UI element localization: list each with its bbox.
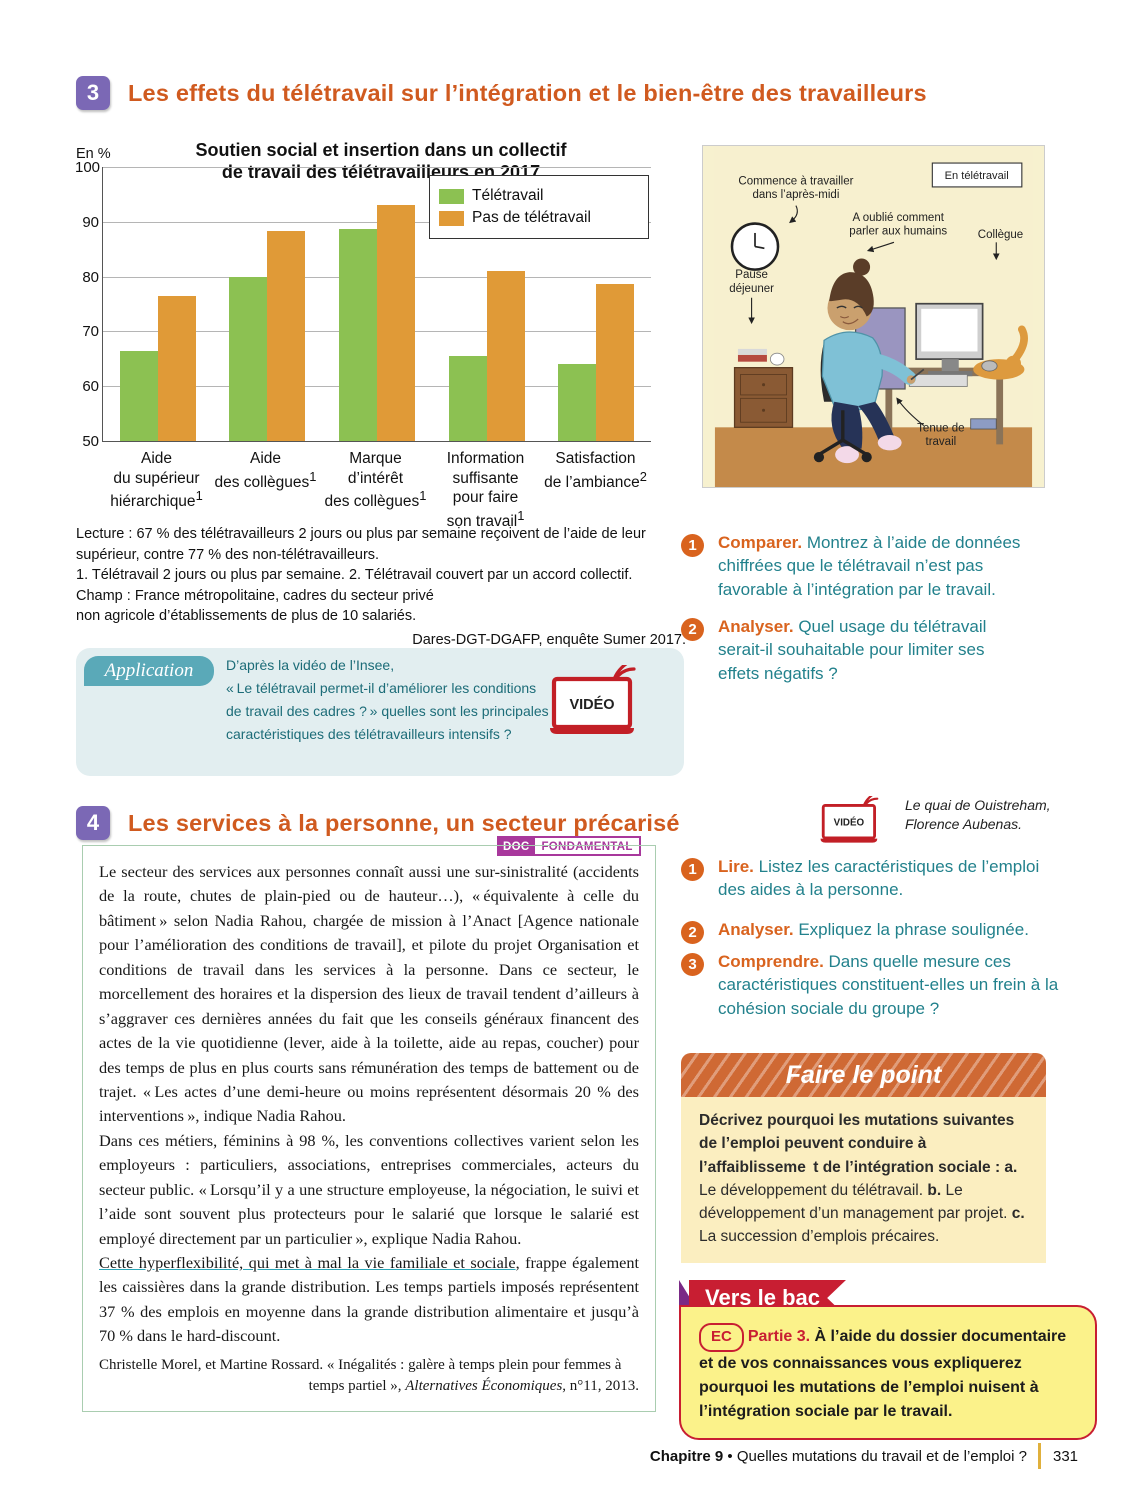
svg-text:dans l’après-midi: dans l’après-midi: [752, 189, 839, 201]
svg-text:En télétravail: En télétravail: [945, 170, 1009, 182]
svg-text:Commence à travailler: Commence à travailler: [738, 175, 853, 187]
svg-text:Pause: Pause: [735, 269, 768, 281]
svg-text:Tenue de: Tenue de: [917, 423, 964, 435]
svg-text:VIDÉO: VIDÉO: [569, 696, 614, 713]
svg-text:travail: travail: [926, 436, 957, 448]
svg-text:Collègue: Collègue: [978, 229, 1023, 241]
svg-text:VIDÉO: VIDÉO: [834, 818, 865, 829]
svg-text:parler aux humains: parler aux humains: [849, 226, 947, 238]
svg-text:déjeuner: déjeuner: [729, 283, 774, 295]
svg-text:A oublié comment: A oublié comment: [853, 212, 945, 224]
